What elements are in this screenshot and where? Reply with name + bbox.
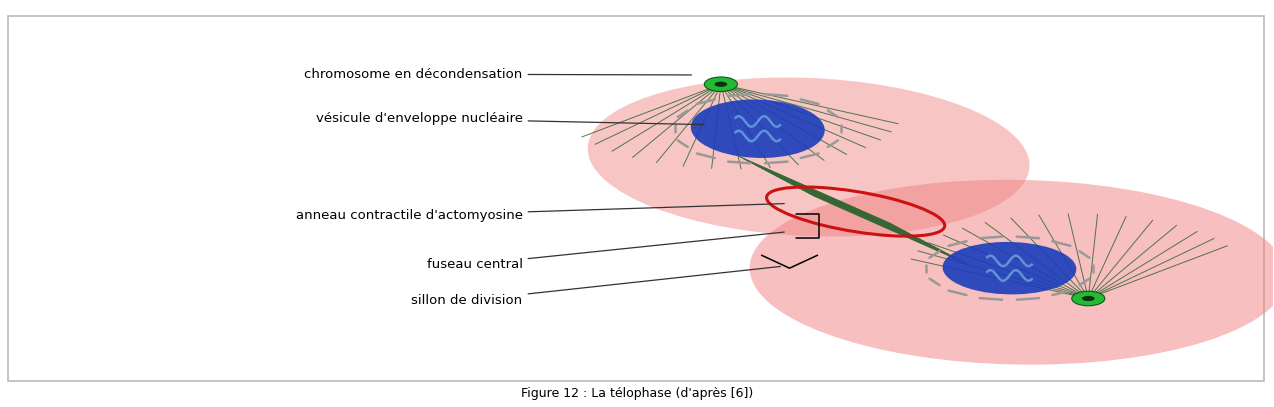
Text: sillon de division: sillon de division <box>412 267 781 307</box>
Ellipse shape <box>705 77 738 92</box>
Text: chromosome en décondensation: chromosome en décondensation <box>304 68 692 81</box>
Ellipse shape <box>943 242 1077 294</box>
FancyBboxPatch shape <box>8 15 1264 381</box>
Ellipse shape <box>1082 296 1094 301</box>
Ellipse shape <box>587 77 1029 236</box>
Text: vésicule d'enveloppe nucléaire: vésicule d'enveloppe nucléaire <box>316 112 705 125</box>
Ellipse shape <box>1071 291 1105 306</box>
Text: anneau contractile d'actomyosine: anneau contractile d'actomyosine <box>296 204 785 222</box>
Ellipse shape <box>691 99 824 158</box>
Ellipse shape <box>715 82 727 87</box>
Text: Figure 12 : La télophase (d'après [6]): Figure 12 : La télophase (d'après [6]) <box>521 387 753 400</box>
Text: fuseau central: fuseau central <box>427 232 785 271</box>
Ellipse shape <box>749 180 1274 365</box>
